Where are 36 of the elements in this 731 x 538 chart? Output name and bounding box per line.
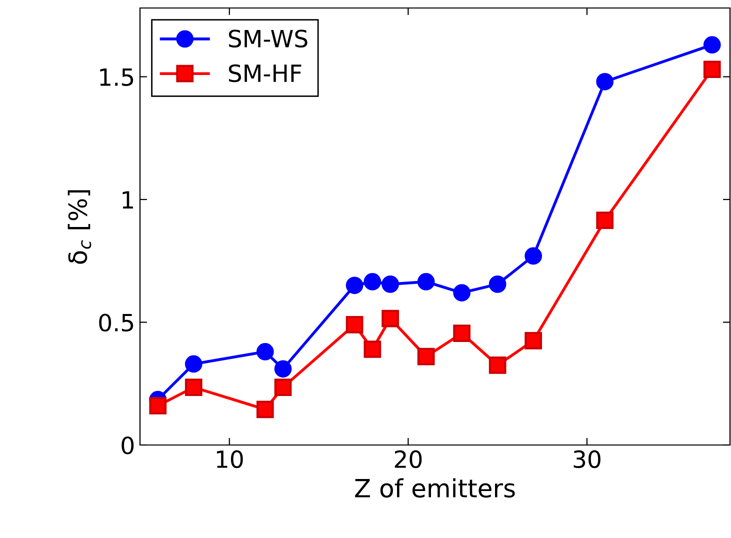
legend-label: SM-WS: [228, 30, 308, 48]
y-tick-label: 0.5: [99, 314, 134, 332]
x-axis-title: Z of emitters: [355, 478, 515, 498]
point: [488, 356, 506, 374]
point: [274, 378, 292, 396]
point: [524, 332, 542, 350]
point: [346, 316, 364, 334]
point: [364, 273, 382, 290]
x-tick-label: 30: [574, 450, 600, 468]
point: [524, 247, 542, 265]
point: [453, 284, 470, 302]
y-axis-title: δ$_{c}$ [%]: [68, 190, 92, 264]
point: [417, 348, 435, 366]
point: [364, 340, 382, 358]
x-tick-label: 20: [394, 450, 422, 468]
point: [382, 276, 399, 293]
x-tick-label: 10: [216, 450, 243, 468]
y-tick-label: 1.5: [100, 68, 134, 86]
point: [596, 72, 614, 90]
point: [596, 212, 614, 230]
point: [703, 36, 721, 54]
point: [184, 378, 202, 396]
point: [453, 324, 470, 342]
point: [274, 360, 292, 378]
point: [346, 276, 364, 294]
point: [149, 397, 167, 414]
point: [382, 310, 399, 328]
point: [703, 60, 721, 78]
point: [488, 276, 506, 293]
point: [184, 355, 202, 373]
legend-label: SM-HF: [228, 64, 302, 82]
point: [256, 343, 274, 360]
point: [417, 273, 435, 290]
y-tick-label: 1: [122, 191, 133, 208]
y-tick-label: 0: [122, 436, 134, 454]
point: [256, 400, 274, 418]
